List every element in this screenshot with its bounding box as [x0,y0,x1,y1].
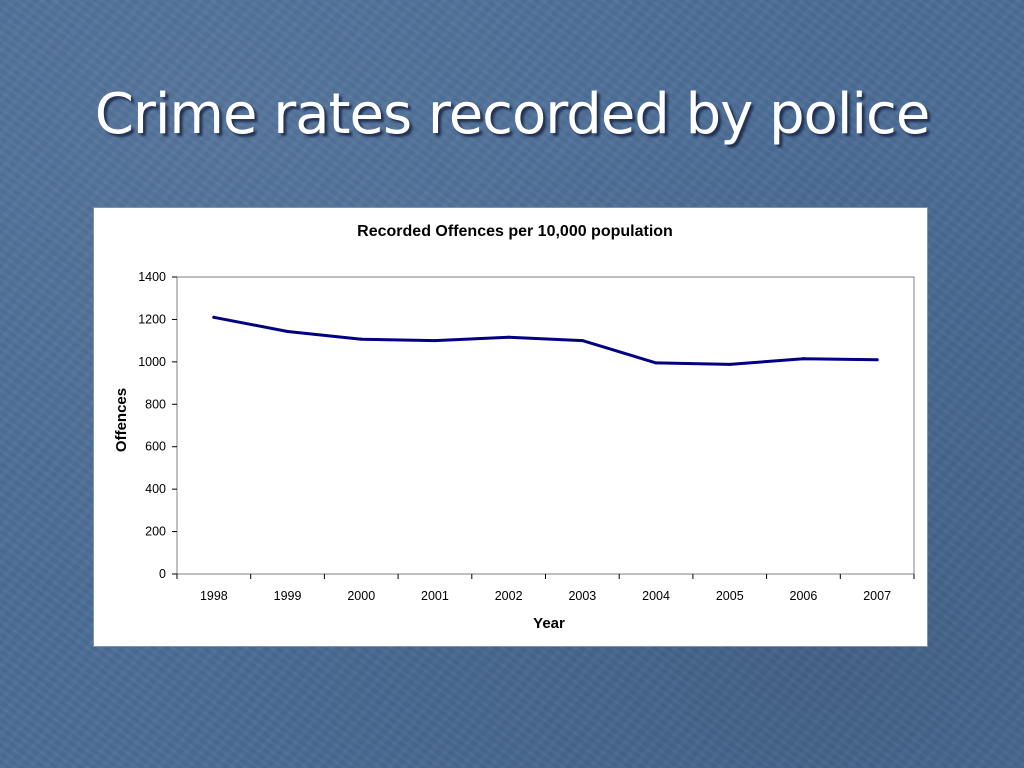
data-point [728,362,732,366]
y-tick-label: 800 [145,397,166,411]
data-point [654,361,658,365]
y-axis-title: Offences [113,388,130,452]
x-tick-label: 2002 [495,589,523,603]
x-tick-label: 2004 [642,589,670,603]
y-axis: 0 200 400 600 800 1000 1200 1400 [138,270,177,581]
plot-area [176,276,915,575]
line-chart: Recorded Offences per 10,000 population … [113,223,915,632]
x-tick-label: 2003 [568,589,596,603]
y-tick-label: 1000 [138,355,166,369]
x-tick-label: 2006 [790,589,818,603]
x-axis: 1998 1999 2000 2001 2002 2003 2004 2005 2006 2007 [176,574,915,603]
data-point [875,358,879,362]
x-tick-label: 1999 [274,589,302,603]
x-tick-label: 2005 [716,589,744,603]
y-tick-label: 200 [145,525,166,539]
y-tick-label: 400 [145,482,166,496]
data-point [359,337,363,341]
chart-title: Recorded Offences per 10,000 population [357,223,673,240]
y-tick-label: 1200 [138,312,166,326]
series-line [212,315,879,366]
x-tick-label: 2000 [347,589,375,603]
data-point [507,335,511,339]
data-point [286,330,290,334]
y-tick-label: 1400 [138,270,166,284]
y-tick-label: 600 [145,440,166,454]
series-layer [212,315,879,366]
data-point [433,339,437,343]
x-tick-label: 2001 [421,589,449,603]
x-axis-title: Year [533,615,565,632]
data-point [212,315,216,319]
slide-title: Crime rates recorded by police [94,82,931,147]
chart-panel: Recorded Offences per 10,000 population … [93,207,928,647]
x-tick-label: 1998 [200,589,228,603]
data-point [801,357,805,361]
data-point [580,339,584,343]
x-tick-label: 2007 [863,589,891,603]
y-tick-label: 0 [159,567,166,581]
